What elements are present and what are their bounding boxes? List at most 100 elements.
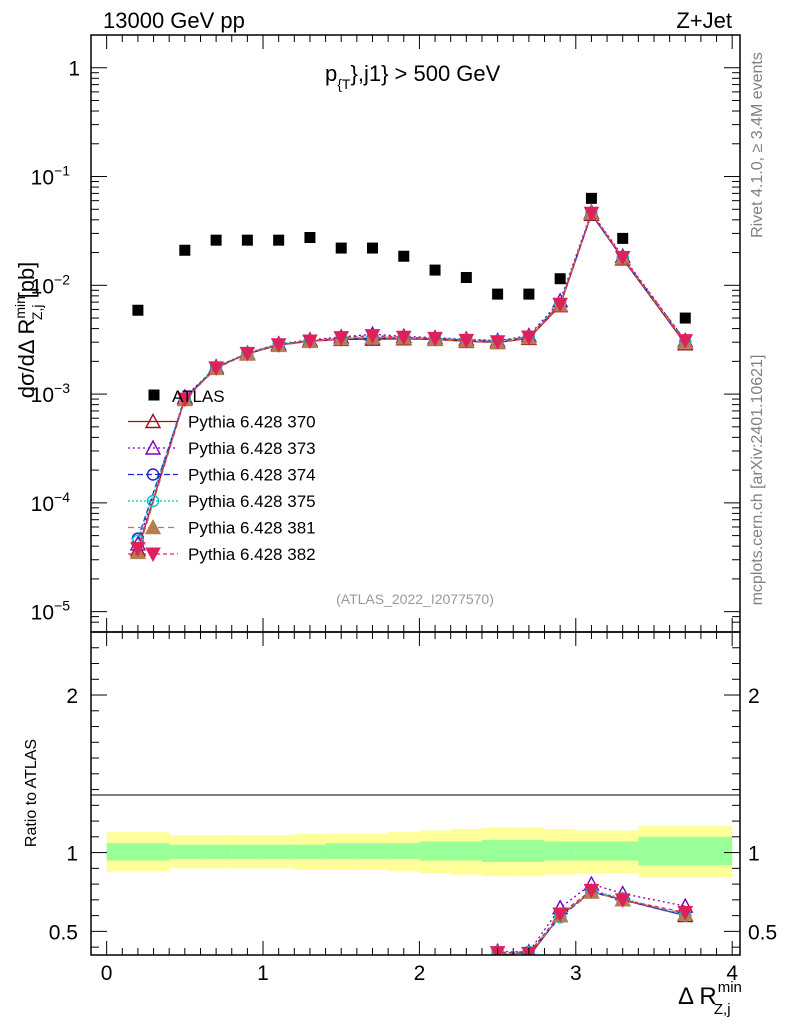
cut-label-sub: {T xyxy=(337,76,351,92)
atlas-data-point xyxy=(679,312,691,324)
ratio-inner-band xyxy=(200,844,232,859)
ratio-series-marker-5 xyxy=(552,907,568,923)
header-process-label: Z+Jet xyxy=(676,8,732,33)
atlas-data-point xyxy=(492,288,504,300)
ratio-y-tick-label-right: 0.5 xyxy=(748,921,777,944)
top-y-axis-label-main: dσ/dΔ R xyxy=(14,319,39,399)
mc-series-marker-5 xyxy=(521,330,537,346)
legend-marker-3 xyxy=(146,494,160,508)
ratio-series-line-4 xyxy=(492,891,686,955)
ratio-inner-band xyxy=(575,841,608,861)
x-tick-label: 4 xyxy=(726,962,738,985)
cut-label: p{T},j1} > 500 GeV xyxy=(325,61,501,92)
atlas-data-point xyxy=(241,234,253,246)
mc-series-marker-5 xyxy=(489,335,506,350)
cut-label-rest: },j1} > 500 GeV xyxy=(350,61,500,86)
legend-label-4: Pythia 6.428 381 xyxy=(188,519,316,538)
legend-atlas-marker xyxy=(148,389,160,401)
legend-marker-5 xyxy=(145,547,161,563)
ratio-panel-frame xyxy=(90,631,741,956)
mc-series-marker-5 xyxy=(364,329,381,344)
x-tick-label: 0 xyxy=(101,962,113,985)
atlas-data-point xyxy=(304,232,316,244)
top-y-tick-label: 10−4 xyxy=(31,489,71,516)
atlas-data-point xyxy=(554,273,566,285)
header-energy-label: 13000 GeV pp xyxy=(103,8,245,33)
atlas-data-point xyxy=(617,232,629,244)
x-axis-label-sup: min xyxy=(718,979,742,996)
ratio-series-marker-5 xyxy=(614,893,631,908)
legend: ATLAS Pythia 6.428 370 Pythia 6.428 373 Pyt… xyxy=(128,387,316,564)
atlas-data-point xyxy=(523,288,535,300)
ratio-inner-band xyxy=(481,839,514,863)
ratio-inner-band xyxy=(388,843,420,859)
ratio-inner-band xyxy=(231,844,264,859)
atlas-data-point xyxy=(585,192,597,204)
top-y-tick-label: 10−3 xyxy=(31,380,71,407)
ratio-inner-band xyxy=(450,841,482,861)
ratio-y-axis-label: Ratio to ATLAS xyxy=(23,739,40,847)
atlas-data-point xyxy=(273,234,285,246)
ratio-inner-band xyxy=(638,836,733,866)
ratio-inner-band xyxy=(419,841,451,861)
ratio-y-tick-label-right: 2 xyxy=(748,685,760,708)
ratio-y-tick-label: 0.5 xyxy=(49,921,78,944)
ratio-series-line-3 xyxy=(489,889,686,955)
ratio-inner-band xyxy=(325,843,357,859)
cut-label-main: p xyxy=(325,61,337,86)
x-tick-label: 3 xyxy=(570,962,582,985)
ratio-series-marker-5 xyxy=(583,883,600,899)
legend-marker-4 xyxy=(144,519,162,535)
ratio-series-marker-3 xyxy=(522,945,536,955)
ratio-inner-band xyxy=(607,841,639,861)
ratio-y-tick-label: 2 xyxy=(66,685,78,708)
legend-label-5: Pythia 6.428 382 xyxy=(188,545,316,564)
top-y-axis-label: dσ/dΔ RminZ,j [pb] xyxy=(12,262,45,399)
mc-series-marker-5 xyxy=(677,334,694,349)
mc-series-marker-5 xyxy=(130,542,146,557)
atlas-data-point xyxy=(398,250,410,262)
mc-series-marker-5 xyxy=(302,334,318,349)
ratio-inner-band xyxy=(356,843,389,859)
ratio-inner-band xyxy=(263,844,295,859)
top-y-tick-label: 10−1 xyxy=(31,163,71,190)
top-panel-frame xyxy=(90,34,741,633)
ratio-series-line-1 xyxy=(489,883,686,955)
atlas-data-point xyxy=(429,264,441,276)
x-axis-label-sub: Z,j xyxy=(714,1001,731,1018)
top-panel-data xyxy=(132,192,691,324)
mc-series-marker-5 xyxy=(614,251,631,266)
top-y-axis-label-unit: [pb] xyxy=(14,262,39,305)
top-y-tick-label: 10−2 xyxy=(31,271,71,298)
x-axis-label: Δ Rmin Z,j xyxy=(678,979,742,1018)
mc-series-marker-5 xyxy=(583,206,600,222)
mc-series-marker-5 xyxy=(552,297,568,313)
rivet-version-label: Rivet 4.1.0, ≥ 3.4M events xyxy=(749,52,766,238)
analysis-id-label: (ATLAS_2022_I2077570) xyxy=(336,591,494,607)
ratio-panel-series xyxy=(489,875,694,955)
ratio-y-tick-label: 1 xyxy=(66,843,78,866)
legend-label-3: Pythia 6.428 375 xyxy=(188,492,316,511)
ratio-inner-band xyxy=(294,844,326,859)
ratio-y-tick-label-right: 1 xyxy=(748,843,760,866)
atlas-data-point xyxy=(460,271,472,283)
top-panel-axes: 10−5 10−4 10−3 10−2 10−1 1 xyxy=(31,35,740,632)
legend-label-1: Pythia 6.428 373 xyxy=(188,439,316,458)
legend-label-0: Pythia 6.428 370 xyxy=(188,413,316,432)
mc-series-marker-5 xyxy=(395,330,412,346)
top-y-tick-label: 10−5 xyxy=(31,598,71,625)
x-axis-label-main: Δ R xyxy=(678,983,717,1010)
top-y-axis-label-sup: min xyxy=(12,296,28,319)
mc-series-marker-5 xyxy=(427,331,443,347)
atlas-data-point xyxy=(366,242,378,254)
x-tick-label: 1 xyxy=(257,962,269,985)
mc-series-marker-5 xyxy=(333,331,350,346)
top-y-axis-label-sub: Z,j xyxy=(29,305,45,321)
ratio-inner-band xyxy=(106,843,170,861)
ratio-inner-band xyxy=(513,839,545,863)
ratio-series-line-5 xyxy=(491,889,686,955)
mcplots-label: mcplots.cern.ch [arXiv:2401.10621] xyxy=(749,355,766,606)
x-tick-label: 2 xyxy=(414,962,426,985)
ratio-inner-band xyxy=(544,841,576,861)
